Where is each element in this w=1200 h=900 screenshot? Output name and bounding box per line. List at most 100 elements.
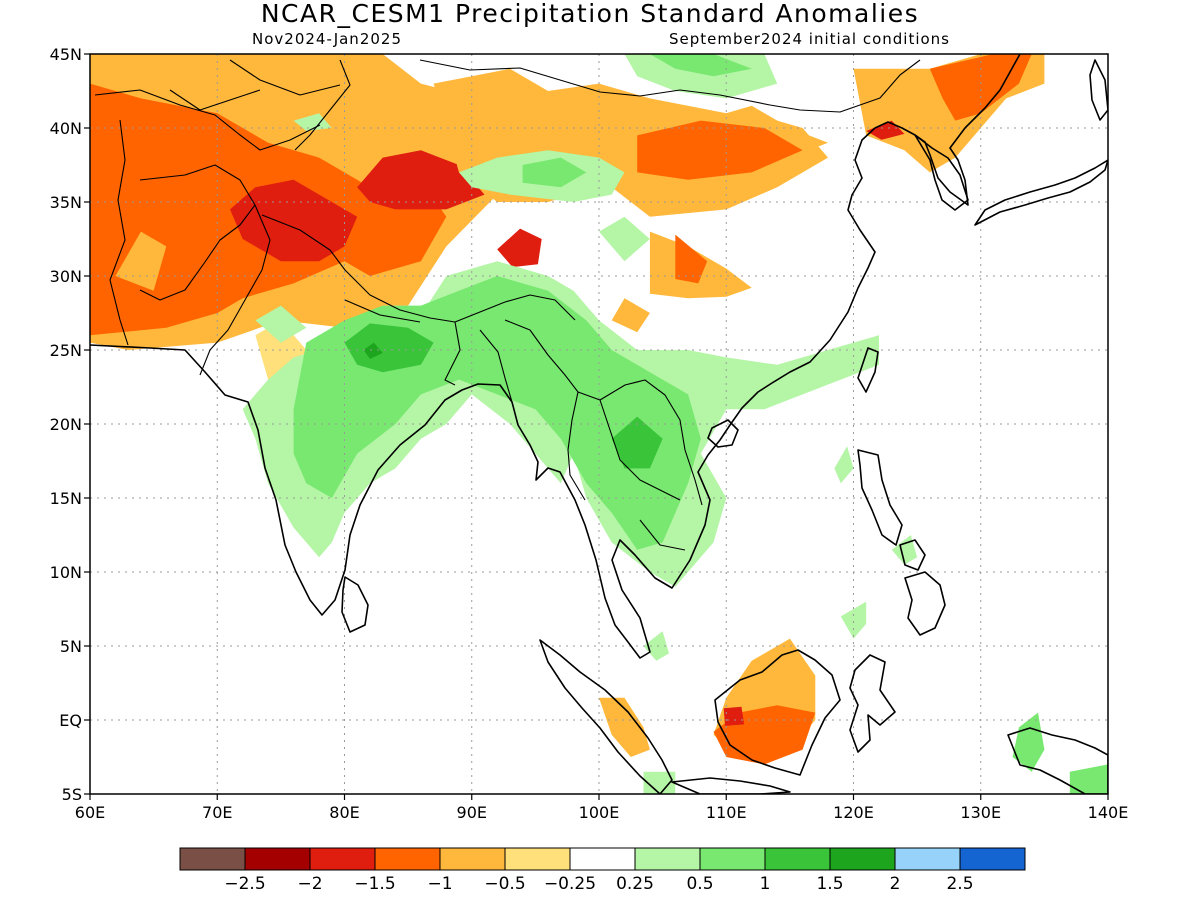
legend-label: −0.5 [484,874,525,894]
java-coastline [671,777,791,794]
afghanistan-pakistan-border [139,164,256,301]
china-mongolia-border [419,59,921,113]
legend-swatch [309,847,376,871]
legend-label: 2 [890,874,901,894]
anomaly-region-26 [363,342,383,359]
gridlines [90,54,1108,794]
y-tick-label: EQ [59,711,82,730]
legend-label: −2 [297,874,322,894]
anomaly-region-19 [599,697,650,757]
legend-label: −0.25 [544,874,596,894]
iran-afghanistan-border [109,119,129,346]
anomaly-region-31 [649,54,752,77]
legend-swatch [374,847,441,871]
legend-label: −2.5 [224,874,265,894]
korea-coastline [914,134,969,211]
new-guinea-coastline [1007,727,1108,794]
visayas-coastline [899,539,926,571]
central-asia-borders [94,59,341,151]
anomaly-region-18 [723,706,745,726]
mindanao-coastline [904,571,946,636]
x-tick-label: 120E [833,803,874,822]
legend-swatch [504,847,571,871]
legend-label: −1.5 [354,874,395,894]
legend-swatch [244,847,311,871]
x-tick-label: 70E [202,803,232,822]
anomaly-region-29 [599,216,650,262]
nepal-bhutan-bangladesh-borders [344,299,513,403]
anomaly-region-32 [293,113,332,131]
sri-lanka-coastline [341,576,369,633]
forecast-period-subtitle: Nov2024-Jan2025 [252,30,402,48]
anomaly-region-36 [840,601,867,639]
x-tick-label: 140E [1088,803,1129,822]
y-tick-label: 15N [50,489,82,508]
legend-label: 1 [760,874,771,894]
anomaly-region-5 [497,228,542,268]
asia-mainland-coastline [90,54,1021,659]
pakistan-india-border [199,204,271,376]
anomaly-region-25 [611,416,663,469]
y-tick-label: 20N [50,415,82,434]
anomaly-region-3 [230,179,358,262]
anomaly-region-24 [344,323,434,373]
anomaly-region-15 [611,298,650,333]
anomaly-region-38 [891,535,918,565]
legend-swatch [179,847,246,871]
anomaly-region-33 [255,305,307,343]
legend-label: 0.25 [616,874,654,894]
legend-swatch [634,847,701,871]
borneo-coastline [714,649,841,776]
anomaly-region-10 [675,234,708,284]
x-tick-label: 100E [579,803,620,822]
x-tick-label: 80E [329,803,359,822]
legend-swatch [959,847,1026,871]
y-tick-label: 25N [50,341,82,360]
legend-label: 1.5 [816,874,843,894]
luzon-coastline [857,449,903,546]
legend-swatch [764,847,831,871]
y-tick-label: 10N [50,563,82,582]
y-tick-label: 35N [50,193,82,212]
legend-label: −1 [427,874,452,894]
country-borders-layer [94,59,921,551]
legend-swatch [569,847,636,871]
anomaly-region-12 [929,54,1032,121]
anomaly-region-40 [643,631,669,661]
x-tick-label: 130E [960,803,1001,822]
y-tick-label: 45N [50,45,82,64]
anomaly-region-37 [834,446,854,484]
japan-coastline [974,159,1108,226]
hainan-coastline [707,419,739,448]
anomaly-region-39 [643,771,676,794]
coastlines-layer [90,54,1108,794]
anomaly-region-35 [1069,764,1108,794]
y-tick-label: 5N [60,637,82,656]
sumatra-coastline [539,639,673,794]
initial-conditions-subtitle: September2024 initial conditions [669,30,950,48]
china-kazakhstan-border [294,59,351,151]
legend-swatch [439,847,506,871]
color-legend: −2.5 −2 −1.5 −1 −0.5 −0.25 0.25 0.5 1 1.5 2 2.5 [179,847,1026,894]
legend-label: 0.5 [686,874,713,894]
anomaly-region-34 [1012,712,1045,772]
anomaly-region-4 [357,150,485,210]
legend-label: 2.5 [946,874,973,894]
indochina-borders [577,379,703,551]
x-tick-label: 90E [457,803,487,822]
legend-swatch [894,847,961,871]
sulawesi-coastline [849,654,896,753]
legend-swatch [829,847,896,871]
y-tick-label: 30N [50,267,82,286]
anomaly-region-8 [637,120,803,180]
y-tick-label: 40N [50,119,82,138]
himalaya-border [261,214,576,323]
anomaly-region-28 [522,157,587,188]
sakhalin-coastline [1089,59,1108,121]
x-tick-label: 60E [75,803,105,822]
axis-ticks: 60E 70E 80E 90E 100E 110E 120E 130E 140E 45N 40N 35… [50,45,1129,822]
x-tick-label: 110E [706,803,747,822]
taiwan-coastline [857,347,879,393]
map-title: NCAR_CESM1 Precipitation Standard Anomal… [261,0,919,28]
